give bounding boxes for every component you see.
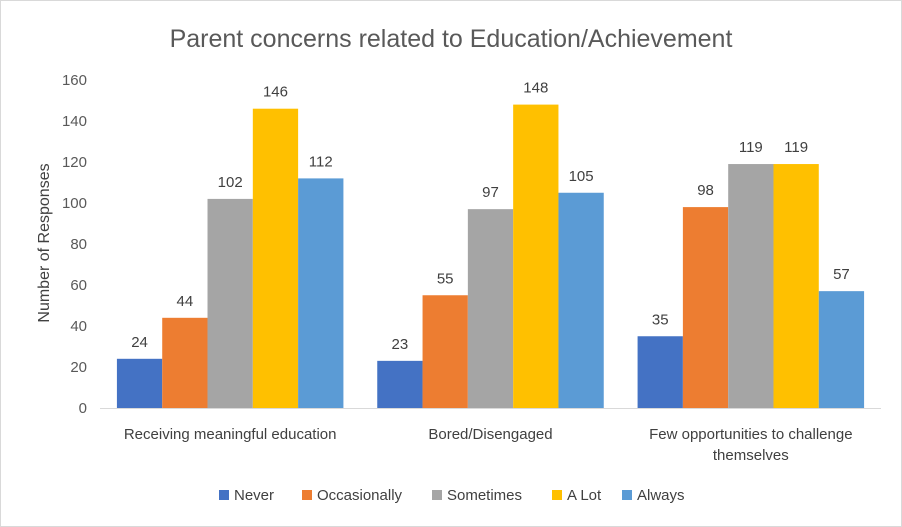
bar-never	[377, 360, 423, 408]
y-tick-label: 80	[70, 236, 87, 253]
bar-occasionally	[422, 295, 468, 408]
bars: 24 44 102 146 112 23 55 97 148 105 35 98 119 119 57	[116, 80, 865, 408]
y-tick-label: 160	[62, 72, 87, 89]
legend-swatch	[432, 490, 442, 500]
y-tick-label: 120	[62, 154, 87, 171]
y-tick-label: 140	[62, 113, 87, 130]
legend-swatch	[552, 490, 562, 500]
x-category-label: themselves	[713, 447, 789, 464]
y-tick-label: 40	[70, 318, 87, 335]
bar-always	[558, 192, 604, 408]
x-axis-categories: Receiving meaningful education Bored/Dise…	[124, 426, 853, 464]
data-label: 119	[784, 139, 808, 156]
legend-label: Always	[637, 487, 685, 504]
bar-a-lot	[252, 108, 299, 408]
chart-title: Parent concerns related to Education/Ach…	[170, 25, 733, 53]
x-category-label: Receiving meaningful education	[124, 426, 337, 443]
legend-label: Never	[234, 487, 274, 504]
data-label: 146	[263, 84, 288, 101]
bar-never	[116, 358, 163, 408]
bar-a-lot	[513, 104, 559, 408]
legend-label: Sometimes	[447, 487, 522, 504]
x-category-label: Bored/Disengaged	[428, 426, 552, 443]
bar-sometimes	[728, 164, 774, 408]
bar-a-lot	[773, 164, 819, 408]
data-label: 23	[392, 336, 409, 353]
bar-always	[298, 178, 344, 408]
data-label: 98	[697, 182, 714, 199]
data-label: 35	[652, 311, 669, 328]
legend-swatch	[219, 490, 229, 500]
y-tick-label: 60	[70, 277, 87, 294]
y-axis-ticks: 0 20 40 60 80 100 120 140 160	[62, 72, 87, 417]
x-category-label: Few opportunities to challenge	[649, 426, 852, 443]
bar-always	[818, 291, 865, 408]
legend-swatch	[622, 490, 632, 500]
bar-sometimes	[207, 198, 253, 408]
legend-label: Occasionally	[317, 487, 403, 504]
y-axis-label: Number of Responses	[36, 163, 53, 322]
data-label: 148	[523, 80, 548, 97]
legend-swatch	[302, 490, 312, 500]
legend: Never Occasionally Sometimes A Lot Always	[219, 487, 685, 504]
bar-occasionally	[682, 207, 729, 408]
y-tick-label: 100	[62, 195, 87, 212]
data-label: 57	[833, 266, 850, 283]
data-label: 44	[177, 293, 194, 310]
legend-label: A Lot	[567, 487, 602, 504]
bar-never	[637, 336, 683, 408]
y-tick-label: 20	[70, 359, 87, 376]
y-tick-label: 0	[79, 400, 87, 417]
data-label: 119	[739, 139, 763, 156]
data-label: 24	[131, 334, 148, 351]
data-label: 112	[309, 153, 333, 170]
bar-occasionally	[162, 317, 208, 408]
data-label: 55	[437, 270, 454, 287]
data-label: 97	[482, 184, 499, 201]
data-label: 105	[569, 168, 594, 185]
bar-sometimes	[467, 209, 514, 408]
data-label: 102	[218, 174, 243, 191]
